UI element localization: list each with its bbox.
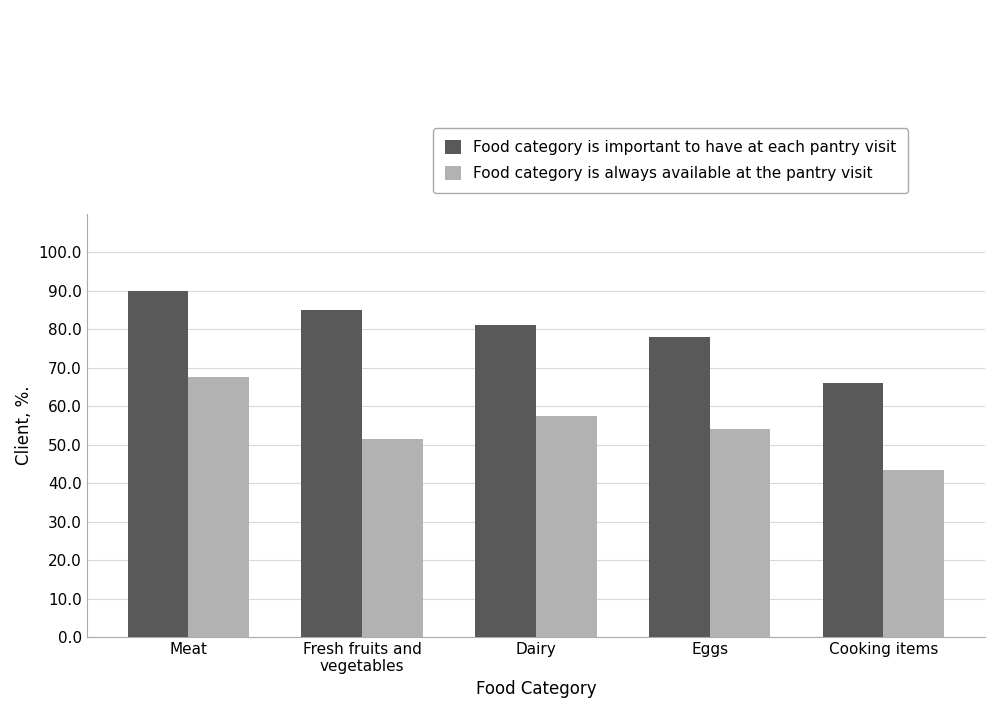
Bar — [710, 429, 770, 637]
Bar — [823, 383, 883, 637]
X-axis label: Food Category: Food Category — [476, 680, 596, 698]
Bar — [883, 470, 944, 637]
Bar — [536, 416, 597, 637]
Bar — [188, 377, 249, 637]
Y-axis label: Client, %.: Client, %. — [15, 386, 33, 465]
Bar — [301, 310, 362, 637]
Bar — [649, 337, 710, 637]
Legend: Food category is important to have at each pantry visit, Food category is always: Food category is important to have at ea… — [433, 128, 908, 193]
Bar — [128, 291, 188, 637]
Bar — [362, 439, 423, 637]
Bar — [475, 325, 536, 637]
